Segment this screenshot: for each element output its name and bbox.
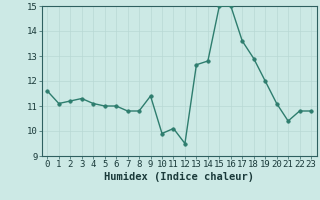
X-axis label: Humidex (Indice chaleur): Humidex (Indice chaleur) [104, 172, 254, 182]
